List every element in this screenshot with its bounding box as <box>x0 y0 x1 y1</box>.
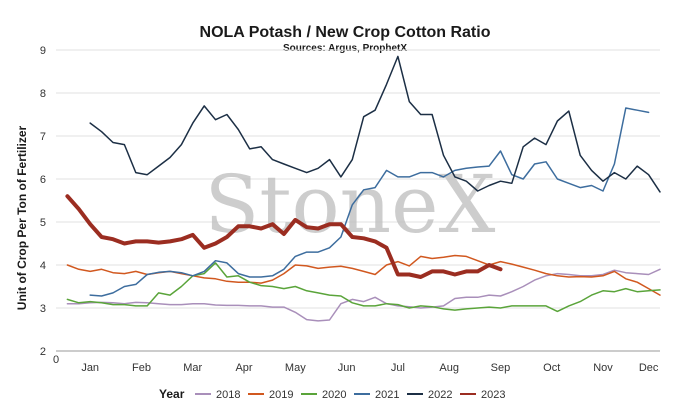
series-line-2021 <box>89 107 650 297</box>
legend-item-2019: 2019 <box>248 389 293 401</box>
x-tick-label-jul: Jul <box>391 362 405 374</box>
legend-item-2020: 2020 <box>301 389 346 401</box>
y-tick-label: 3 <box>40 303 46 315</box>
legend-item-2021: 2021 <box>354 389 399 401</box>
x-tick-label-feb: Feb <box>132 362 151 374</box>
legend-label: 2022 <box>428 389 452 401</box>
y-tick-label: 8 <box>40 88 46 100</box>
y-tick-label: 4 <box>40 260 46 272</box>
legend-item-2023: 2023 <box>460 389 505 401</box>
legend-title: Year <box>159 387 185 401</box>
x-tick-label-oct: Oct <box>543 362 560 374</box>
y-tick-label: 2 <box>40 346 46 358</box>
x-tick-label-jun: Jun <box>338 362 356 374</box>
legend-label: 2019 <box>269 389 293 401</box>
y-tick-label: 9 <box>40 45 46 57</box>
y-axis-label: Unit of Crop Per Ton of Fertilizer <box>15 125 29 310</box>
series-line-2023 <box>65 194 503 279</box>
legend-label: 2023 <box>481 389 505 401</box>
x-tick-label-nov: Nov <box>593 362 613 374</box>
y-tick-label: 6 <box>40 174 46 186</box>
x-axis-ticks: 0 Jan Feb Mar Apr May Jun Jul Aug Sep Oct Nov Dec <box>53 354 659 374</box>
legend-label: 2021 <box>375 389 399 401</box>
chart-title: NOLA Potash / New Crop Cotton Ratio <box>200 24 491 41</box>
legend-item-2022: 2022 <box>407 389 452 401</box>
series-line-2020 <box>66 262 661 313</box>
chart-subtitle: Sources: Argus, ProphetX <box>283 43 407 54</box>
x-tick-label-mar: Mar <box>183 362 202 374</box>
x-tick-label-aug: Aug <box>439 362 459 374</box>
legend-label: 2020 <box>322 389 346 401</box>
x-tick-label-origin: 0 <box>53 354 59 366</box>
series-line-2022 <box>89 55 661 193</box>
x-tick-label-apr: Apr <box>235 362 252 374</box>
y-tick-label: 7 <box>40 131 46 143</box>
x-tick-label-jan: Jan <box>81 362 99 374</box>
x-tick-label-may: May <box>285 362 306 374</box>
series-lines <box>65 55 661 322</box>
legend: Year 2018 2019 2020 2021 2022 2023 <box>159 387 505 401</box>
y-tick-label: 5 <box>40 217 46 229</box>
x-tick-label-sep: Sep <box>491 362 511 374</box>
legend-item-2018: 2018 <box>195 389 240 401</box>
x-tick-label-dec: Dec <box>639 362 659 374</box>
series-line-2018 <box>66 268 661 322</box>
legend-label: 2018 <box>216 389 240 401</box>
y-axis-ticks: 2 3 4 5 6 7 8 9 <box>40 45 46 358</box>
